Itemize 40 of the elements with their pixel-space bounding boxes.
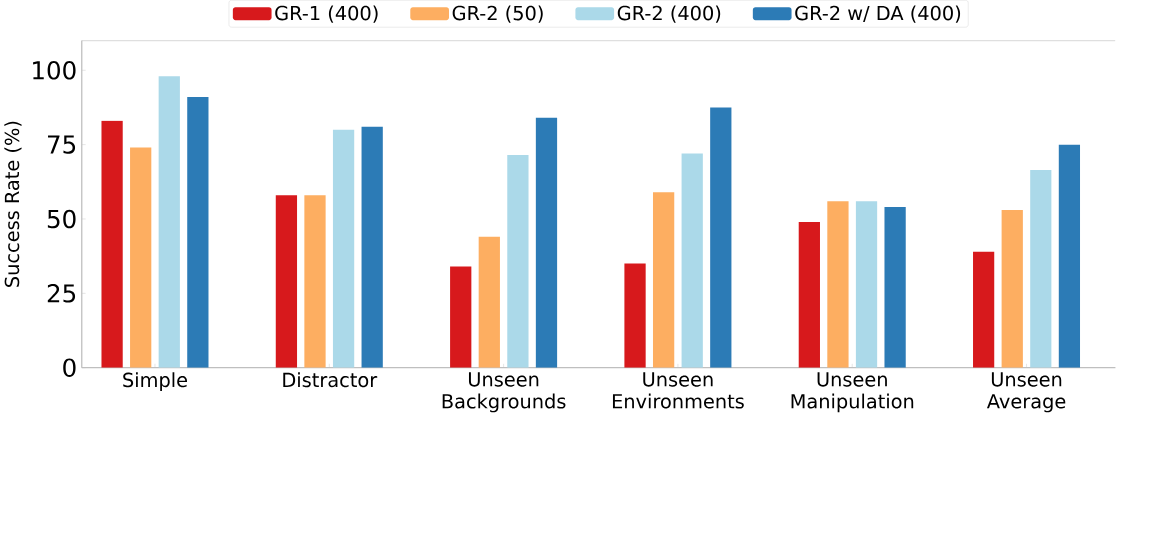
bar [652,192,675,368]
y-tick-label: 25 [47,284,76,303]
x-tick-label: Distractor [283,372,378,388]
x-tick-label: Unseen Average [986,372,1066,413]
bar [710,107,732,368]
bar [130,147,152,368]
bar [1058,144,1081,368]
y-tick-label: 0 [63,358,76,378]
bar [478,236,500,368]
x-tick-label: Unseen Environments [612,372,744,409]
bar [450,266,472,368]
bar [973,251,995,368]
bar [535,117,558,368]
bar [681,153,703,368]
bar [275,195,298,368]
bar [855,201,878,368]
legend-label: GR-2 (400) [617,5,721,23]
bar [827,201,849,368]
bar [507,155,529,368]
bar [1030,170,1052,368]
y-tick-label: 75 [48,135,76,154]
bar [187,97,209,368]
bar [624,263,646,368]
bar [101,120,123,368]
bar [158,76,180,368]
y-tick-label: 50 [47,209,76,229]
bar [1001,210,1023,368]
y-axis-title: Success Rate (%) [4,121,22,288]
bar [332,129,355,368]
legend-label: GR-2 w/ DA (400) [795,5,961,23]
bar [361,126,383,368]
legend-label: GR-1 (400) [275,5,378,23]
bar [884,207,906,368]
x-tick-label: Unseen Backgrounds [442,372,566,413]
legend-label: GR-2 (50) [452,5,543,23]
x-tick-label: Unseen Manipulation [791,372,914,413]
bar [798,222,820,368]
y-tick-label: 100 [33,61,76,80]
x-tick-label: Simple [123,372,187,392]
bar [304,195,326,368]
